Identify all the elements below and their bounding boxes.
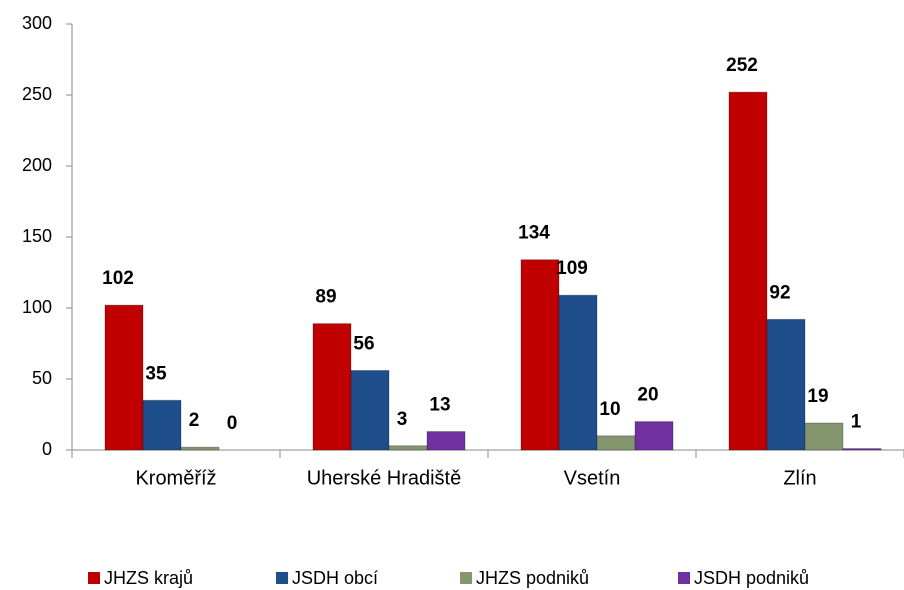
- data-label: 109: [556, 258, 588, 279]
- bar: [728, 91, 768, 451]
- bar: [766, 318, 806, 451]
- data-label: 19: [807, 386, 828, 407]
- legend-swatch: [276, 572, 288, 584]
- data-label: 89: [315, 287, 336, 308]
- legend-label: JHZS podniků: [476, 568, 589, 588]
- bar: [180, 446, 220, 451]
- data-label: 1: [851, 412, 862, 433]
- data-label: 0: [227, 413, 238, 434]
- bar: [842, 448, 882, 451]
- bar: [426, 431, 466, 451]
- bar: [104, 304, 144, 451]
- bar: [634, 421, 674, 451]
- data-label: 252: [726, 55, 758, 76]
- bar: [350, 369, 390, 451]
- x-tick-label: Zlín: [783, 467, 816, 489]
- data-label: 2: [189, 410, 200, 431]
- x-tick-label: Uherské Hradiště: [307, 467, 462, 489]
- y-tick-label: 100: [22, 297, 52, 317]
- data-label: 10: [599, 399, 620, 420]
- data-label: 35: [145, 363, 167, 384]
- data-label: 102: [102, 268, 134, 289]
- y-tick-label: 50: [32, 368, 52, 388]
- bar: [312, 323, 352, 451]
- data-label: 13: [429, 395, 450, 416]
- bar: [142, 399, 182, 451]
- legend-label: JSDH podniků: [694, 568, 809, 588]
- data-label: 56: [353, 333, 374, 354]
- x-tick-label: Kroměříž: [135, 467, 216, 489]
- y-tick-label: 0: [42, 439, 52, 459]
- bar: [596, 435, 636, 451]
- bar: [520, 259, 560, 451]
- x-tick-label: Vsetín: [564, 467, 621, 489]
- legend-swatch: [88, 572, 100, 584]
- bar: [804, 422, 844, 451]
- y-tick-label: 250: [22, 84, 52, 104]
- legend-swatch: [460, 572, 472, 584]
- data-label: 3: [397, 409, 408, 430]
- legend-swatch: [678, 572, 690, 584]
- y-tick-label: 150: [22, 226, 52, 246]
- bar: [558, 294, 598, 451]
- legend-label: JHZS krajů: [104, 568, 193, 588]
- y-tick-label: 200: [22, 155, 52, 175]
- data-label: 134: [518, 223, 550, 244]
- data-label: 20: [637, 385, 658, 406]
- bar: [388, 445, 428, 451]
- y-tick-label: 300: [22, 13, 52, 33]
- data-label: 92: [769, 282, 790, 303]
- legend-label: JSDH obcí: [292, 568, 378, 588]
